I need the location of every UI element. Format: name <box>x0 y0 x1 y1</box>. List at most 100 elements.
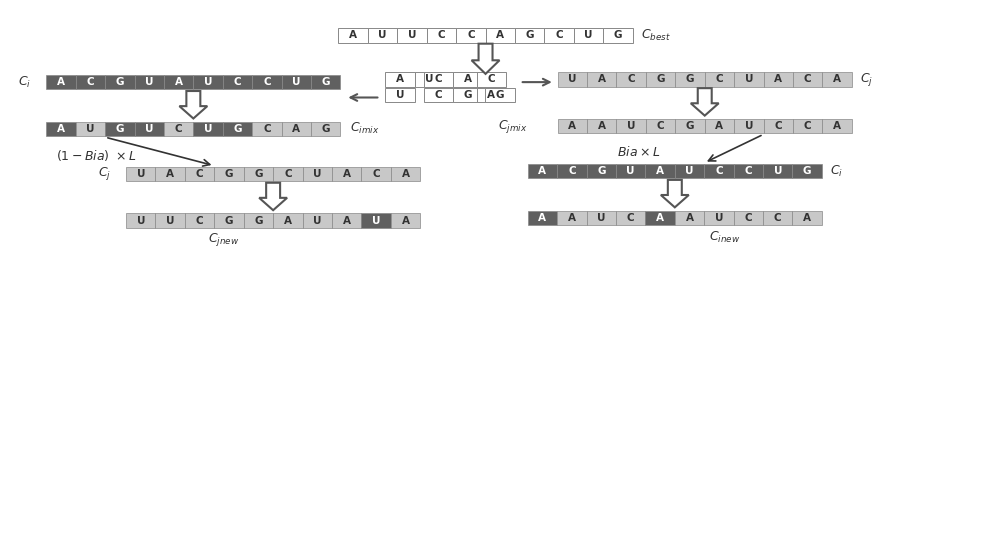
Text: A: A <box>833 121 841 131</box>
FancyBboxPatch shape <box>338 28 368 43</box>
FancyBboxPatch shape <box>587 72 616 87</box>
Text: U: U <box>372 216 380 226</box>
FancyBboxPatch shape <box>822 72 852 87</box>
Text: U: U <box>715 213 723 223</box>
Text: A: A <box>349 30 357 40</box>
Text: C: C <box>568 166 576 176</box>
Text: $C_{jnew}$: $C_{jnew}$ <box>208 231 239 248</box>
Text: G: G <box>225 169 233 179</box>
FancyBboxPatch shape <box>46 122 76 136</box>
Text: U: U <box>584 30 593 40</box>
Text: U: U <box>408 30 416 40</box>
FancyBboxPatch shape <box>557 164 587 178</box>
FancyBboxPatch shape <box>486 28 515 43</box>
Text: A: A <box>774 75 782 84</box>
Polygon shape <box>661 180 689 208</box>
FancyBboxPatch shape <box>603 28 633 43</box>
FancyBboxPatch shape <box>252 122 282 136</box>
FancyBboxPatch shape <box>558 72 587 87</box>
FancyBboxPatch shape <box>164 122 193 136</box>
Text: G: G <box>233 124 242 134</box>
Text: G: G <box>254 216 263 226</box>
Polygon shape <box>259 183 287 210</box>
FancyBboxPatch shape <box>544 28 574 43</box>
FancyBboxPatch shape <box>734 211 763 225</box>
Text: U: U <box>166 216 174 226</box>
Text: C: C <box>745 213 752 223</box>
Text: G: G <box>686 75 694 84</box>
FancyBboxPatch shape <box>391 167 420 181</box>
FancyBboxPatch shape <box>792 164 822 178</box>
Text: U: U <box>774 166 782 176</box>
FancyBboxPatch shape <box>587 211 616 225</box>
FancyBboxPatch shape <box>515 28 544 43</box>
Text: U: U <box>313 216 322 226</box>
Text: A: A <box>396 75 404 84</box>
FancyBboxPatch shape <box>793 72 822 87</box>
Text: U: U <box>425 75 434 84</box>
Text: C: C <box>745 166 752 176</box>
Text: C: C <box>555 30 563 40</box>
Text: G: G <box>321 124 330 134</box>
Text: A: A <box>656 166 664 176</box>
FancyBboxPatch shape <box>273 214 303 228</box>
FancyBboxPatch shape <box>368 28 397 43</box>
FancyBboxPatch shape <box>616 72 646 87</box>
Text: U: U <box>145 124 153 134</box>
Text: G: G <box>614 30 622 40</box>
Text: G: G <box>525 30 534 40</box>
FancyBboxPatch shape <box>427 28 456 43</box>
FancyBboxPatch shape <box>587 164 616 178</box>
FancyBboxPatch shape <box>675 72 705 87</box>
Polygon shape <box>691 88 719 115</box>
Text: C: C <box>196 216 203 226</box>
Text: A: A <box>686 213 694 223</box>
Text: U: U <box>745 121 753 131</box>
FancyBboxPatch shape <box>155 214 185 228</box>
FancyBboxPatch shape <box>214 167 244 181</box>
FancyBboxPatch shape <box>303 167 332 181</box>
Text: C: C <box>263 124 271 134</box>
FancyBboxPatch shape <box>105 75 135 89</box>
FancyBboxPatch shape <box>734 164 763 178</box>
Text: C: C <box>627 213 634 223</box>
Text: G: G <box>597 166 606 176</box>
FancyBboxPatch shape <box>76 122 105 136</box>
FancyBboxPatch shape <box>645 164 675 178</box>
FancyBboxPatch shape <box>485 88 515 102</box>
Text: U: U <box>313 169 322 179</box>
Text: A: A <box>57 124 65 134</box>
FancyBboxPatch shape <box>223 75 252 89</box>
FancyBboxPatch shape <box>311 75 340 89</box>
Text: C: C <box>627 75 635 84</box>
FancyBboxPatch shape <box>391 214 420 228</box>
FancyBboxPatch shape <box>126 167 155 181</box>
Text: U: U <box>396 90 404 100</box>
Text: A: A <box>715 121 723 131</box>
Text: U: U <box>568 75 577 84</box>
Text: A: A <box>402 169 410 179</box>
Text: A: A <box>464 75 472 84</box>
Text: G: G <box>254 169 263 179</box>
Text: G: G <box>463 90 472 100</box>
Text: C: C <box>372 169 380 179</box>
Text: A: A <box>833 75 841 84</box>
Text: U: U <box>204 124 212 134</box>
FancyBboxPatch shape <box>303 214 332 228</box>
FancyBboxPatch shape <box>415 72 444 87</box>
Text: A: A <box>284 216 292 226</box>
Text: G: G <box>116 77 124 87</box>
Polygon shape <box>179 91 207 119</box>
FancyBboxPatch shape <box>705 72 734 87</box>
Text: C: C <box>804 121 812 131</box>
Text: G: G <box>496 90 504 100</box>
Text: $(1-Bia)\ \times L$: $(1-Bia)\ \times L$ <box>56 148 137 163</box>
Text: U: U <box>745 75 753 84</box>
Text: A: A <box>538 166 546 176</box>
Text: A: A <box>538 213 546 223</box>
FancyBboxPatch shape <box>558 119 587 133</box>
FancyBboxPatch shape <box>361 214 391 228</box>
FancyBboxPatch shape <box>764 119 793 133</box>
Text: C: C <box>804 75 812 84</box>
Text: U: U <box>597 213 606 223</box>
